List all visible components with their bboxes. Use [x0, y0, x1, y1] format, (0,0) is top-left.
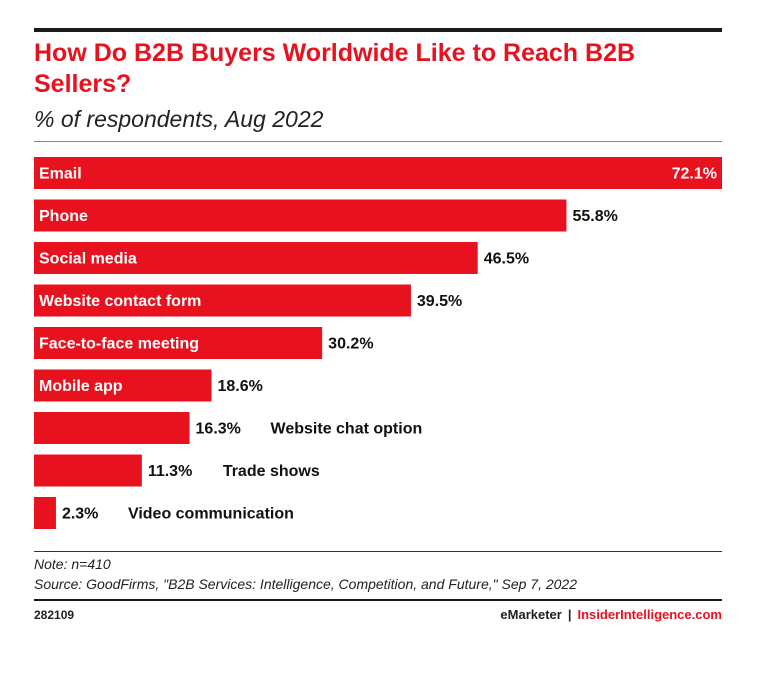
- chart-title: How Do B2B Buyers Worldwide Like to Reac…: [34, 39, 636, 98]
- bar-6: [34, 412, 190, 444]
- value-label-7: 11.3%: [148, 463, 192, 480]
- bar-5: [34, 369, 212, 402]
- category-label-3: Website contact form: [39, 293, 201, 310]
- top-rule: [34, 28, 722, 32]
- value-label-2: 46.5%: [484, 251, 529, 268]
- bar-3: [34, 284, 411, 317]
- category-label-1: Phone: [39, 208, 88, 225]
- subtitle-rule: [34, 141, 722, 142]
- bar-2: [34, 242, 478, 274]
- value-label-6: 16.3%: [196, 421, 241, 438]
- category-label-8: Video communication: [128, 506, 294, 523]
- category-label-7: Trade shows: [223, 463, 320, 480]
- bar-4: [34, 327, 323, 359]
- category-label-4: Face-to-face meeting: [39, 336, 199, 353]
- category-label-2: Social media: [39, 251, 137, 268]
- bar-1: [34, 199, 567, 232]
- category-label-6: Website chat option: [271, 421, 423, 438]
- value-label-0: 72.1%: [672, 166, 717, 183]
- bar-chart: Email 72.1% Phone 55.8% Social media 46.5% Web…: [34, 157, 722, 529]
- brand-insider-intelligence: InsiderIntelligence.com: [577, 607, 723, 622]
- note-text: Note: n=410: [34, 556, 111, 572]
- bar-7: [34, 454, 142, 487]
- chart-id: 282109: [34, 608, 75, 622]
- footer-divider: [34, 551, 722, 552]
- bar-0: [34, 157, 722, 189]
- category-label-0: Email: [39, 166, 82, 183]
- bar-8: [34, 497, 56, 529]
- source-text: Source: GoodFirms, "B2B Services: Intell…: [34, 576, 577, 592]
- footer-rule: [34, 599, 722, 601]
- category-label-5: Mobile app: [39, 378, 123, 395]
- value-label-1: 55.8%: [572, 208, 617, 225]
- value-label-5: 18.6%: [217, 378, 262, 395]
- value-label-4: 30.2%: [328, 336, 373, 353]
- brand-separator: |: [567, 607, 572, 622]
- chart-subtitle: % of respondents, Aug 2022: [34, 106, 324, 132]
- brand-emarketer: eMarketer: [500, 607, 562, 622]
- brand-credit: eMarketer | InsiderIntelligence.com: [500, 607, 722, 622]
- value-label-8: 2.3%: [62, 506, 98, 523]
- value-label-3: 39.5%: [417, 293, 462, 310]
